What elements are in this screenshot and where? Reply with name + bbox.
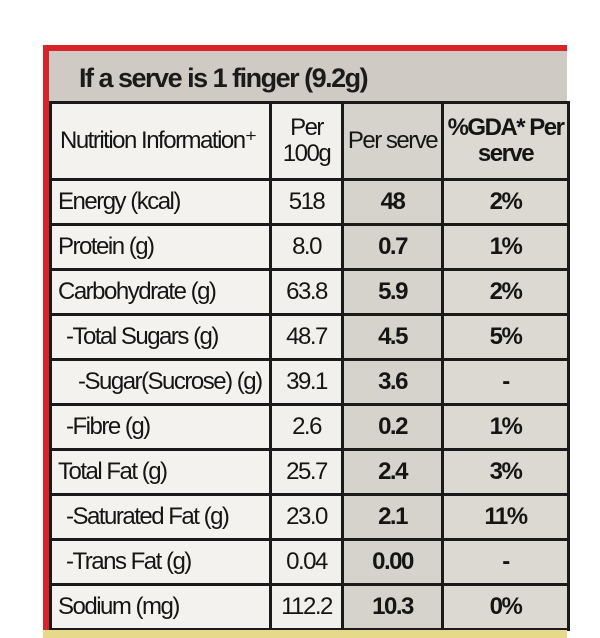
nutrient-value: 2.6 [269, 403, 344, 451]
nutrient-row: Total Fat (g) 25.7 2.4 3% [49, 448, 570, 496]
nutrient-name: Total Fat (g) [49, 448, 272, 496]
label-edge [43, 630, 567, 638]
nutrient-value: 3% [441, 448, 570, 496]
nutrient-value: 39.1 [269, 358, 344, 406]
nutrient-value: 1% [441, 223, 570, 271]
nutrient-name: Carbohydrate (g) [49, 268, 272, 316]
nutrient-value: 2.1 [341, 493, 444, 541]
nutrient-value: 25.7 [269, 448, 344, 496]
nutrient-row: -Sugar(Sucrose) (g) 39.1 3.6- [49, 358, 570, 406]
nutrition-table: Nutrition Information⁺ Per 100g Per serve%… [49, 101, 570, 631]
nutrient-value: - [441, 358, 570, 406]
nutrient-value: 112.2 [269, 583, 344, 631]
nutrient-value: 63.8 [269, 268, 344, 316]
column-header: Nutrition Information⁺ [49, 101, 272, 181]
nutrient-row: Sodium (mg) 112.2 10.3 0% [49, 583, 570, 631]
nutrient-value: 23.0 [269, 493, 344, 541]
nutrient-name: -Total Sugars (g) [49, 313, 272, 361]
nutrition-label: If a serve is 1 finger (9.2g) Nutrition … [43, 45, 570, 638]
nutrient-name: Energy (kcal) [49, 178, 272, 226]
nutrient-row: Protein (g) 8.0 0.7 1% [49, 223, 570, 271]
table-body: Energy (kcal) 518 48 2% Protein (g) 8.0 0.7 1% C… [49, 178, 570, 631]
nutrient-value: 10.3 [341, 583, 444, 631]
nutrient-row: Energy (kcal) 518 48 2% [49, 178, 570, 226]
nutrient-name: -Fibre (g) [49, 403, 272, 451]
nutrient-row: -Trans Fat (g) 0.04 0.00- [49, 538, 570, 586]
nutrient-value: 4.5 [341, 313, 444, 361]
nutrient-value: 1% [441, 403, 570, 451]
nutrient-row: -Saturated Fat (g) 23.0 2.1 11% [49, 493, 570, 541]
nutrient-row: -Total Sugars (g) 48.7 4.5 5% [49, 313, 570, 361]
nutrient-name: -Sugar(Sucrose) (g) [49, 358, 272, 406]
nutrient-name: -Saturated Fat (g) [49, 493, 272, 541]
column-header: %GDA* Per serve [441, 101, 570, 181]
nutrient-row: Carbohydrate (g) 63.8 5.9 2% [49, 268, 570, 316]
column-header: Per 100g [269, 101, 344, 181]
nutrient-value: 5.9 [341, 268, 444, 316]
nutrient-value: 3.6 [341, 358, 444, 406]
nutrient-value: 0.7 [341, 223, 444, 271]
nutrient-value: 48 [341, 178, 444, 226]
nutrient-value: 518 [269, 178, 344, 226]
nutrient-value: 0% [441, 583, 570, 631]
nutrient-value: 0.00 [341, 538, 444, 586]
nutrient-value: 0.04 [269, 538, 344, 586]
header-row: Nutrition Information⁺ Per 100g Per serve%… [49, 101, 570, 181]
nutrient-row: -Fibre (g) 2.6 0.2 1% [49, 403, 570, 451]
nutrient-value: 11% [441, 493, 570, 541]
column-header: Per serve [341, 101, 444, 181]
nutrient-value: 2.4 [341, 448, 444, 496]
nutrient-value: 0.2 [341, 403, 444, 451]
nutrient-value: 5% [441, 313, 570, 361]
nutrient-name: -Trans Fat (g) [49, 538, 272, 586]
nutrient-value: 48.7 [269, 313, 344, 361]
nutrient-value: - [441, 538, 570, 586]
nutrient-value: 2% [441, 178, 570, 226]
nutrient-value: 8.0 [269, 223, 344, 271]
nutrient-name: Protein (g) [49, 223, 272, 271]
nutrient-value: 2% [441, 268, 570, 316]
label-title: If a serve is 1 finger (9.2g) [49, 51, 567, 101]
nutrient-name: Sodium (mg) [49, 583, 272, 631]
